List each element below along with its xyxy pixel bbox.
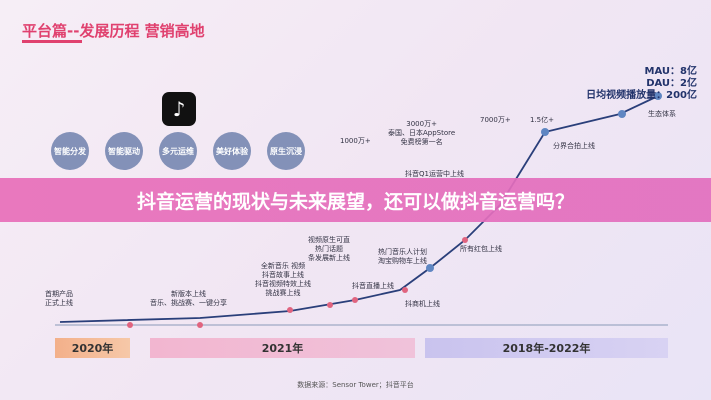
stat: DAU：2亿 bbox=[646, 78, 697, 89]
milestone: 1.5亿+ bbox=[530, 116, 554, 124]
milestone: 抖音Q1运营中上线 bbox=[405, 170, 464, 178]
year-band: 2018年-2022年 bbox=[425, 338, 668, 358]
feature-circle: 多元运维 bbox=[159, 132, 197, 170]
stat: MAU：8亿 bbox=[644, 66, 697, 77]
milestone: 全新音乐 视频 抖音故事上线 抖音视频特效上线 挑战赛上线 bbox=[255, 262, 311, 297]
app-icon bbox=[162, 92, 196, 126]
milestone: 视频原生可直 热门话题 条发展新上线 bbox=[308, 236, 350, 262]
feature-circle: 原生沉浸 bbox=[267, 132, 305, 170]
milestone: 抖商机上线 bbox=[405, 300, 440, 308]
source: 数据来源：Sensor Tower；抖音平台 bbox=[297, 381, 414, 389]
timeline-dots bbox=[127, 237, 468, 328]
curve-dots bbox=[426, 92, 662, 272]
milestone: 首期产品 正式上线 bbox=[45, 290, 73, 307]
feature-circle: 智能驱动 bbox=[105, 132, 143, 170]
year-band: 2021年 bbox=[150, 338, 415, 358]
icon-glyph: ♪ bbox=[173, 97, 186, 121]
milestone: 3000万+ 泰国、日本AppStore 免费榜第一名 bbox=[388, 120, 456, 146]
milestone: 所有红包上线 bbox=[460, 245, 502, 253]
stat: 日均视频播放量：200亿 bbox=[586, 90, 697, 101]
milestone: 抖音直播上线 bbox=[352, 282, 394, 290]
feature-circle: 智能分发 bbox=[51, 132, 89, 170]
milestone: 生态体系 bbox=[648, 110, 676, 118]
milestone: 新版本上线 音乐、挑战赛、一键分享 bbox=[150, 290, 227, 307]
title-underline bbox=[22, 40, 82, 43]
slide-title: 平台篇--发展历程 营销高地 bbox=[22, 22, 205, 40]
milestone: 1000万+ bbox=[340, 137, 371, 145]
feature-circle: 美好体验 bbox=[213, 132, 251, 170]
milestone: 热门音乐人计划 淘宝购物车上线 bbox=[378, 248, 427, 265]
year-band: 2020年 bbox=[55, 338, 130, 358]
milestone: 分界合拍上线 bbox=[553, 142, 595, 150]
milestone: 7000万+ bbox=[480, 116, 511, 124]
banner: 抖音运营的现状与未来展望，还可以做抖音运营吗？ bbox=[0, 178, 711, 222]
